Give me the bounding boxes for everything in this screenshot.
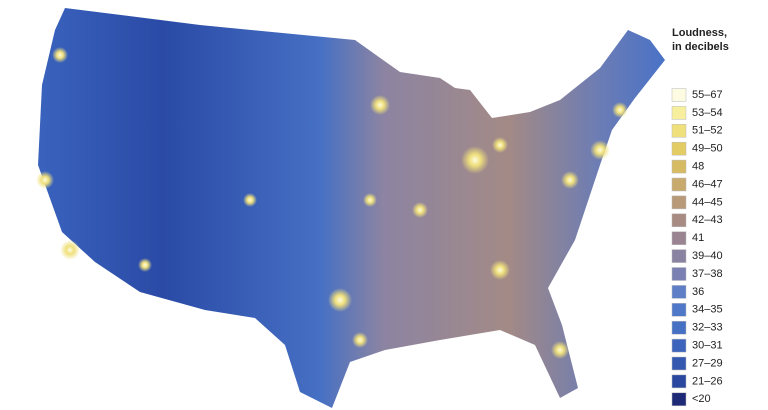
legend-swatch: [671, 213, 687, 228]
legend-swatch: [671, 124, 687, 138]
legend-swatch: [671, 177, 687, 192]
legend-label: 36: [692, 286, 704, 298]
legend-label: 51–52: [692, 125, 723, 137]
legend-label: 32–33: [692, 322, 723, 334]
legend-swatch: [671, 88, 687, 102]
legend-swatch: [671, 249, 687, 263]
legend-swatch: [671, 231, 687, 245]
legend-swatch: [671, 392, 687, 407]
legend-label: 41: [692, 232, 704, 244]
legend-label: 34–35: [692, 304, 723, 316]
legend-swatch: [671, 195, 687, 210]
legend-label: 55–67: [692, 89, 723, 101]
legend-label: 44–45: [692, 196, 723, 208]
us-map: [38, 8, 665, 408]
legend-label: 49–50: [692, 143, 723, 155]
legend-label: 42–43: [692, 214, 723, 226]
legend-label: 46–47: [692, 178, 723, 190]
legend-label: 30–31: [692, 340, 723, 352]
legend-label: 48: [692, 161, 704, 173]
legend-label: 37–38: [692, 268, 723, 280]
legend-swatch: [671, 320, 687, 335]
legend-title: Loudness,: [672, 27, 727, 39]
legend-swatch: [671, 106, 687, 120]
legend-label: 27–29: [692, 357, 723, 369]
legend-swatch: [671, 356, 687, 371]
legend-swatch: [671, 141, 687, 156]
legend-swatch: [671, 285, 687, 299]
legend-swatch: [671, 267, 687, 281]
legend-label: 21–26: [692, 375, 723, 387]
legend-title: in decibels: [672, 41, 729, 53]
city-lights: [36, 47, 628, 359]
legend: 55–67 53–54 51–52 49–50 48 46–47 44–45 42–43 41 3…: [671, 88, 723, 407]
legend-swatch: [671, 303, 687, 317]
legend-swatch: [671, 338, 687, 353]
legend-label: <20: [692, 393, 711, 405]
legend-swatch: [671, 374, 687, 389]
legend-label: 53–54: [692, 107, 723, 119]
legend-swatch: [671, 159, 687, 174]
legend-label: 39–40: [692, 250, 723, 262]
